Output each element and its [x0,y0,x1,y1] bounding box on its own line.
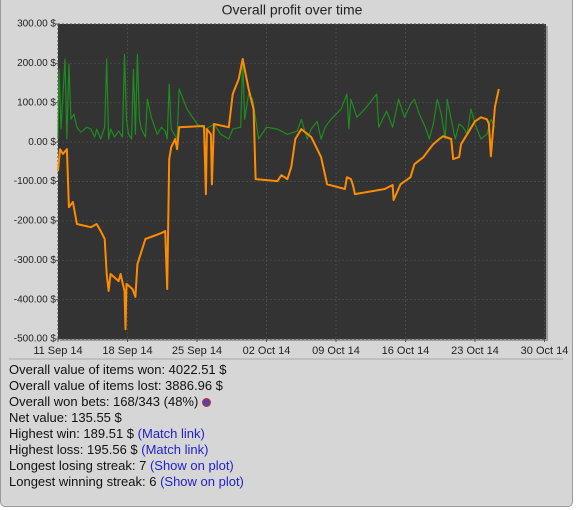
chart: Overall profit over time 300.00 $ 200.00 … [9,2,569,360]
y-tick-label: -200.00 $ [14,216,57,227]
stat-text: Highest win: 189.51 $ [9,426,135,441]
x-tick-label: 25 Sep 14 [172,345,222,357]
x-tick-label: 16 Oct 14 [382,345,430,357]
x-tick-label: 30 Oct 14 [521,345,569,357]
stat-row: Longest losing streak: 7 (Show on plot) [9,458,244,474]
y-tick-label: -300.00 $ [14,255,57,266]
stat-link[interactable]: (Show on plot) [149,458,234,473]
stat-text: Overall value of items won: 4022.51 $ [9,362,227,377]
stat-row: Overall value of items won: 4022.51 $ [9,362,244,378]
stat-row: Longest winning streak: 6 (Show on plot) [9,474,244,490]
stat-row: Overall won bets: 168/343 (48%) [9,394,244,410]
x-tick-label: 23 Oct 14 [451,345,499,357]
y-tick-label: 100.00 $ [17,97,56,108]
y-tick-label: 300.00 $ [17,19,56,30]
x-tick-label: 11 Sep 14 [33,345,82,357]
stat-text: Longest winning streak: 6 [9,474,157,489]
y-tick-label: -400.00 $ [14,294,57,305]
info-icon[interactable] [202,398,212,407]
stat-link[interactable]: (Show on plot) [160,474,244,489]
stat-text: Net value: 135.55 $ [9,410,122,425]
stat-link[interactable]: (Match link) [137,426,205,441]
stat-row: Highest win: 189.51 $ (Match link) [9,426,244,442]
x-tick-label: 18 Sep 14 [102,345,152,357]
stat-text: Overall won bets: 168/343 (48%) [9,394,199,409]
stat-text: Longest losing streak: 7 [9,458,147,473]
y-tick-label: -500.00 $ [14,334,57,345]
stat-text: Highest loss: 195.56 $ [9,442,138,457]
chart-title: Overall profit over time [222,2,363,18]
stat-link[interactable]: (Match link) [141,442,209,457]
x-tick-label: 09 Oct 14 [312,345,360,357]
y-tick-label: -100.00 $ [14,176,57,187]
series-line [57,58,500,331]
stat-row: Overall value of items lost: 3886.96 $ [9,378,244,394]
stat-row: Net value: 135.55 $ [9,410,244,426]
stats: Overall value of items won: 4022.51 $ Ove… [9,362,244,490]
y-tick-label: 0.00 $ [28,137,56,148]
stat-row: Highest loss: 195.56 $ (Match link) [9,442,244,458]
stat-text: Overall value of items lost: 3886.96 $ [9,378,223,393]
x-tick-label: 02 Oct 14 [243,345,291,357]
y-tick-label: 200.00 $ [17,58,56,69]
series-line [57,53,496,140]
